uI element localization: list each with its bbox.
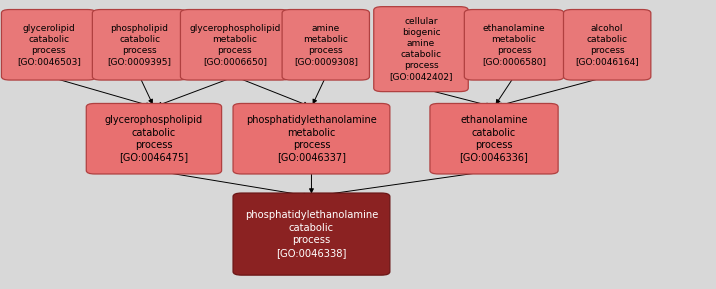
- FancyBboxPatch shape: [233, 193, 390, 275]
- Text: phosphatidylethanolamine
metabolic
process
[GO:0046337]: phosphatidylethanolamine metabolic proce…: [246, 115, 377, 162]
- Text: phospholipid
catabolic
process
[GO:0009395]: phospholipid catabolic process [GO:00093…: [107, 24, 172, 66]
- Text: phosphatidylethanolamine
catabolic
process
[GO:0046338]: phosphatidylethanolamine catabolic proce…: [245, 210, 378, 258]
- Text: glycerophospholipid
metabolic
process
[GO:0006650]: glycerophospholipid metabolic process [G…: [189, 24, 281, 66]
- FancyBboxPatch shape: [92, 10, 187, 80]
- FancyBboxPatch shape: [87, 103, 222, 174]
- Text: amine
metabolic
process
[GO:0009308]: amine metabolic process [GO:0009308]: [294, 24, 358, 66]
- Text: ethanolamine
metabolic
process
[GO:0006580]: ethanolamine metabolic process [GO:00065…: [482, 24, 546, 66]
- Text: glycerolipid
catabolic
process
[GO:0046503]: glycerolipid catabolic process [GO:00465…: [16, 24, 81, 66]
- FancyBboxPatch shape: [464, 10, 564, 80]
- FancyBboxPatch shape: [233, 103, 390, 174]
- FancyBboxPatch shape: [1, 10, 96, 80]
- FancyBboxPatch shape: [430, 103, 558, 174]
- Text: glycerophospholipid
catabolic
process
[GO:0046475]: glycerophospholipid catabolic process [G…: [105, 115, 203, 162]
- Text: alcohol
catabolic
process
[GO:0046164]: alcohol catabolic process [GO:0046164]: [575, 24, 639, 66]
- Text: cellular
biogenic
amine
catabolic
process
[GO:0042402]: cellular biogenic amine catabolic proces…: [390, 17, 453, 81]
- Text: ethanolamine
catabolic
process
[GO:0046336]: ethanolamine catabolic process [GO:00463…: [460, 115, 528, 162]
- FancyBboxPatch shape: [282, 10, 369, 80]
- FancyBboxPatch shape: [180, 10, 289, 80]
- FancyBboxPatch shape: [563, 10, 651, 80]
- FancyBboxPatch shape: [374, 7, 468, 92]
